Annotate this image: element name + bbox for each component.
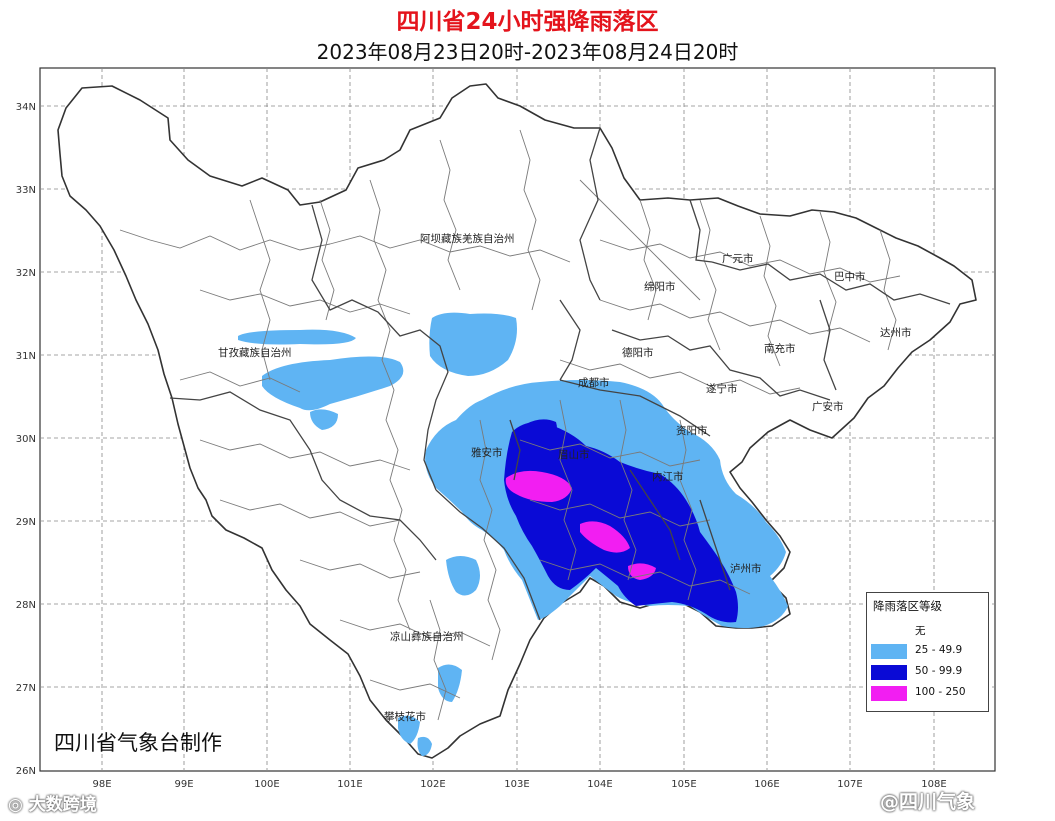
legend-swatch-heavy: [871, 665, 907, 680]
lat-label: 33N: [16, 185, 36, 196]
legend-item: 25 - 49.9: [867, 641, 988, 662]
city-label-guangyuan: 广元市: [722, 252, 754, 265]
lat-label: 30N: [16, 434, 36, 445]
city-label-luzhou: 泸州市: [730, 562, 762, 575]
prefecture-boundaries: [169, 127, 951, 621]
city-label-suining: 遂宁市: [706, 382, 738, 395]
city-label-bazhong: 巴中市: [834, 270, 866, 283]
legend-swatch-none: [871, 623, 907, 638]
city-label-liangshan: 凉山彝族自治州: [390, 630, 464, 643]
city-label-panzhihua: 攀枝花市: [384, 710, 426, 723]
lon-label: 102E: [420, 779, 445, 790]
city-label-chengdu: 成都市: [578, 376, 610, 389]
city-label-ziyang: 资阳市: [676, 424, 708, 437]
legend-item: 50 - 99.9: [867, 662, 988, 683]
lon-label: 107E: [837, 779, 862, 790]
lat-label: 28N: [16, 600, 36, 611]
lat-label: 27N: [16, 683, 36, 694]
rainfall-legend: 降雨落区等级 无 25 - 49.9 50 - 99.9 100 - 250: [866, 592, 989, 712]
lon-label: 104E: [587, 779, 612, 790]
map-frame: [39, 67, 996, 772]
map-subtitle: 2023年08月23日20时-2023年08月24日20时: [316, 40, 739, 64]
city-label-aba: 阿坝藏族羌族自治州: [420, 232, 515, 245]
watermark-right: @四川气象: [880, 791, 976, 813]
legend-swatch-extreme: [871, 686, 907, 701]
lat-label: 31N: [16, 351, 36, 362]
rain-100-250: [505, 470, 656, 580]
agency-credit: 四川省气象台制作: [54, 731, 222, 755]
legend-item: 100 - 250: [867, 683, 988, 704]
lon-label: 103E: [504, 779, 529, 790]
city-labels: 阿坝藏族羌族自治州 甘孜藏族自治州 广元市 巴中市 绵阳市 达州市 德阳市 南充…: [218, 232, 912, 723]
legend-item: 无: [867, 620, 988, 641]
city-label-dazhou: 达州市: [880, 326, 912, 339]
map-title: 四川省24小时强降雨落区: [396, 9, 659, 35]
city-label-guangan: 广安市: [812, 400, 844, 413]
legend-title: 降雨落区等级: [873, 599, 942, 613]
lon-label: 105E: [671, 779, 696, 790]
lon-label: 106E: [754, 779, 779, 790]
watermark-left-text: 大数跨境: [28, 795, 97, 815]
lat-label: 32N: [16, 268, 36, 279]
latitude-labels: 34N 33N 32N 31N 30N 29N 28N 27N 26N: [16, 102, 36, 777]
lon-label: 100E: [254, 779, 279, 790]
longitude-labels: 98E 99E 100E 101E 102E 103E 104E 105E 10…: [92, 779, 946, 790]
legend-label: 25 - 49.9: [915, 644, 963, 656]
lat-label: 34N: [16, 102, 36, 113]
legend-label: 50 - 99.9: [915, 665, 963, 677]
watermark-left: ◎ 大数跨境: [8, 790, 97, 815]
city-label-neijiang: 内江市: [652, 470, 684, 483]
lat-label: 29N: [16, 517, 36, 528]
city-label-yaan: 雅安市: [471, 446, 503, 459]
legend-swatch-light: [871, 644, 907, 659]
legend-label: 无: [915, 625, 926, 637]
city-label-deyang: 德阳市: [622, 346, 654, 359]
county-boundaries: [119, 129, 901, 721]
lon-label: 108E: [921, 779, 946, 790]
lon-label: 98E: [92, 779, 111, 790]
lon-label: 99E: [174, 779, 193, 790]
lon-label: 101E: [337, 779, 362, 790]
city-label-nanchong: 南充市: [764, 342, 796, 355]
city-label-mianyang: 绵阳市: [644, 280, 676, 293]
city-label-meishan: 眉山市: [558, 448, 590, 461]
legend-label: 100 - 250: [915, 686, 966, 698]
city-label-ganzi: 甘孜藏族自治州: [218, 346, 292, 359]
lat-label: 26N: [16, 766, 36, 777]
rain-50-99-9: [504, 419, 738, 623]
weibo-icon: ◎: [8, 795, 23, 815]
